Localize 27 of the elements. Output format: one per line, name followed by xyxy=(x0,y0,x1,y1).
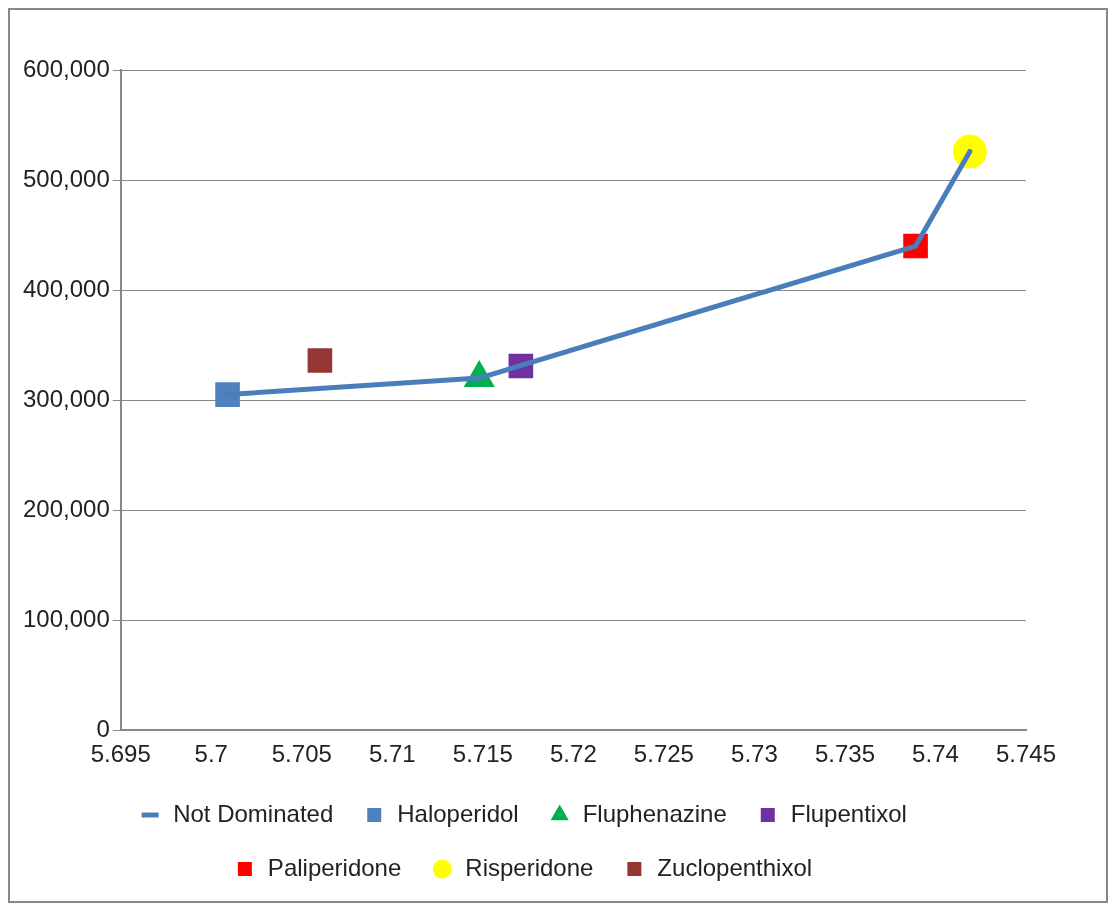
legend-label: Risperidone xyxy=(465,853,594,881)
y-tick-label: 600,000 xyxy=(22,54,110,82)
legend-label: Zuclopenthixol xyxy=(657,853,813,881)
y-tick-label: 500,000 xyxy=(22,164,110,192)
x-tick-label: 5.735 xyxy=(814,740,875,768)
x-tick-label: 5.705 xyxy=(271,740,332,768)
legend-label: Fluphenazine xyxy=(582,799,727,827)
x-tick-label: 5.72 xyxy=(550,740,597,768)
x-tick-label: 5.725 xyxy=(633,740,694,768)
y-tick-label: 0 xyxy=(96,714,110,742)
x-tick-label: 5.71 xyxy=(368,740,416,768)
x-tick-label: 5.745 xyxy=(995,740,1057,768)
x-tick-label: 5.74 xyxy=(912,740,959,768)
y-tick-label: 400,000 xyxy=(22,274,110,302)
y-tick-label: 100,000 xyxy=(22,604,110,632)
legend-label: Not Dominated xyxy=(173,799,334,827)
legend-label: Haloperidol xyxy=(397,799,519,827)
y-tick-label: 200,000 xyxy=(22,494,110,522)
y-tick-label: 300,000 xyxy=(22,384,110,412)
x-tick-label: 5.715 xyxy=(452,740,513,768)
point xyxy=(307,348,333,373)
x-tick-label: 5.73 xyxy=(731,740,778,768)
x-tick-label: 5.7 xyxy=(194,740,228,768)
x-tick-label: 5.695 xyxy=(90,740,151,768)
legend-label: Flupentixol xyxy=(790,799,907,827)
point xyxy=(215,382,240,407)
legend-label: Paliperidone xyxy=(267,853,402,881)
